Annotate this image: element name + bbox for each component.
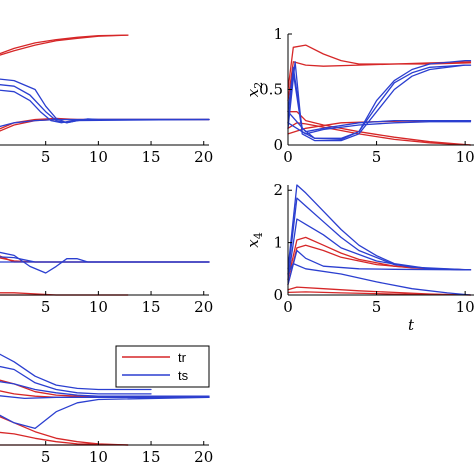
curve-x2-ts-4	[287, 111, 472, 133]
curve-x2-tr-0	[287, 44, 472, 91]
y-tick-label-x2-0: 0	[273, 136, 283, 154]
curve-x3-ts-1	[0, 256, 210, 263]
curve-x4-tr-1	[287, 244, 472, 286]
x-tick-label-x5-5: 5	[41, 448, 51, 466]
curve-x4-tr-3	[287, 291, 472, 296]
curve-x5-ts-4	[0, 395, 210, 400]
legend-box	[115, 345, 210, 388]
legend-label-ts: ts	[178, 368, 189, 383]
curve-x5-ts-2	[0, 381, 210, 397]
curve-x2-ts-2	[287, 61, 472, 142]
y-axis-title-x2: x2	[244, 82, 265, 97]
y-tick-label-x2-1: 1	[273, 25, 283, 43]
x-tick-label-x3-10: 10	[89, 298, 108, 316]
legend: tr ts	[115, 345, 210, 388]
x-tick-label-x5-15: 15	[142, 448, 161, 466]
curve-x4-ts-4	[287, 262, 472, 296]
x-tick-label-x2-5: 5	[372, 148, 382, 166]
curve-x1-ts-0	[0, 78, 210, 124]
y-tick-label-x4-0: 0	[273, 286, 283, 304]
curve-x4-ts-2	[287, 218, 472, 280]
x-tick-label-x5-10: 10	[89, 448, 108, 466]
curve-x1-ts-2	[0, 89, 210, 124]
x-tick-label-x5-20: 20	[194, 448, 213, 466]
panel-x1: 5 10 15 20	[0, 34, 213, 166]
panel-x3: 5 10 15 20	[0, 251, 213, 316]
y-tick-label-x4-2: 2	[273, 181, 283, 199]
panel-x4: 0 5 10 0 1 2 x4 t	[244, 181, 474, 334]
x-tick-label-x4-0: 0	[283, 298, 293, 316]
panel-x5: 5 10 15 20	[0, 353, 213, 466]
curve-x1-tr-0	[0, 34, 129, 55]
y-axis-title-x4: x4	[244, 232, 265, 247]
x-tick-label-x3-15: 15	[142, 298, 161, 316]
x-tick-label-x2-10: 10	[456, 148, 474, 166]
y-tick-label-x2-0.5: 0.5	[259, 81, 283, 99]
panel-x2: 0 5 10 0 0.5 1 x2	[244, 25, 474, 166]
x-axis-title-x4: t	[408, 316, 415, 334]
x-tick-label-x1-5: 5	[41, 148, 51, 166]
curve-x5-ts-3	[0, 396, 210, 430]
curve-x1-tr-2	[0, 118, 210, 132]
x-tick-label-x2-0: 0	[283, 148, 293, 166]
curve-x5-tr-2	[0, 416, 129, 446]
curve-x5-tr-3	[0, 431, 129, 446]
legend-label-tr: tr	[178, 350, 187, 365]
curve-x4-ts-3	[287, 249, 472, 286]
curve-x2-tr-3	[287, 122, 472, 146]
curve-x5-ts-1	[0, 365, 152, 395]
curve-x5-ts-0	[0, 353, 152, 391]
x-tick-label-x1-15: 15	[142, 148, 161, 166]
curve-x1-ts-3	[0, 118, 210, 128]
x-tick-label-x4-10: 10	[456, 298, 474, 316]
x-tick-label-x1-10: 10	[89, 148, 108, 166]
curve-x1-tr-1	[0, 34, 129, 56]
curve-x2-ts-3	[287, 121, 472, 135]
curve-x4-ts-0	[287, 184, 472, 271]
curve-x1-ts-1	[0, 84, 210, 124]
curve-x2-ts-0	[287, 64, 472, 141]
curve-x2-tr-2	[287, 111, 472, 146]
x-tick-label-x4-5: 5	[372, 298, 382, 316]
x-tick-label-x3-20: 20	[194, 298, 213, 316]
x-tick-label-x1-20: 20	[194, 148, 213, 166]
x-tick-label-x3-5: 5	[41, 298, 51, 316]
y-tick-label-x4-1: 1	[273, 234, 283, 252]
